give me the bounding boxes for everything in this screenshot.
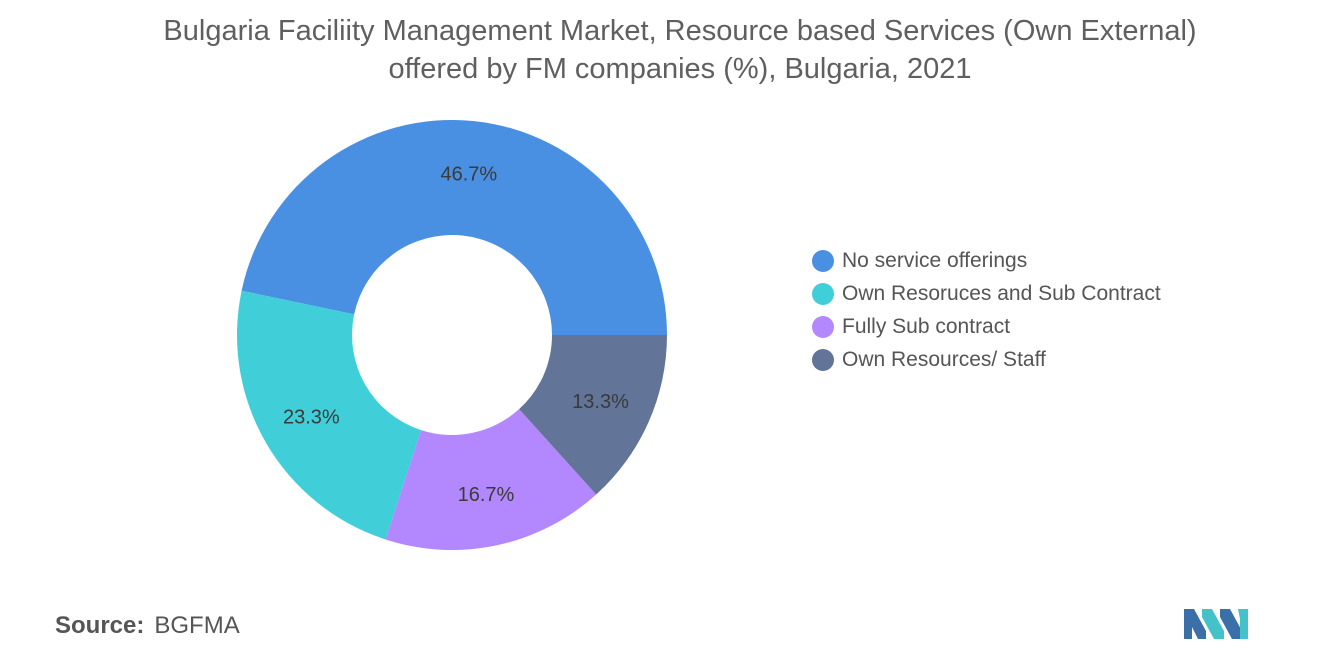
legend-swatch xyxy=(812,348,834,371)
data-label-3: 13.3% xyxy=(572,391,629,413)
legend-item-no-service-offerings: No service offerings xyxy=(812,244,1161,277)
legend-label: Own Resources/ Staff xyxy=(842,347,1046,371)
donut-data-labels: 46.7% 23.3% 16.7% 13.3% xyxy=(283,163,629,506)
legend-swatch xyxy=(812,282,834,305)
chart-legend: No service offerings Own Resoruces and S… xyxy=(812,244,1161,376)
donut-slice-0 xyxy=(241,119,667,335)
source-value: BGFMA xyxy=(154,612,240,639)
legend-item-own-resources-and-sub-contract: Own Resoruces and Sub Contract xyxy=(812,277,1161,310)
legend-swatch xyxy=(812,249,834,272)
legend-label: No service offerings xyxy=(842,248,1028,272)
mordor-intelligence-logo-icon xyxy=(1184,609,1248,639)
data-label-1: 23.3% xyxy=(283,406,340,428)
donut-slices xyxy=(236,119,667,550)
donut-slice-2 xyxy=(385,409,597,550)
data-label-2: 16.7% xyxy=(458,484,515,506)
chart-title: Bulgaria Faciliity Management Market, Re… xyxy=(163,15,1197,85)
legend-item-own-resources-staff: Own Resources/ Staff xyxy=(812,343,1161,376)
legend-item-fully-sub-contract: Fully Sub contract xyxy=(812,310,1161,343)
legend-swatch xyxy=(812,315,834,338)
legend-label: Own Resoruces and Sub Contract xyxy=(842,281,1161,305)
source-label: Source: xyxy=(55,612,145,639)
donut-slice-3 xyxy=(519,335,667,495)
legend-label: Fully Sub contract xyxy=(842,314,1011,338)
data-label-0: 46.7% xyxy=(440,163,497,185)
source-note: Source: BGFMA xyxy=(55,612,240,640)
donut-slice-1 xyxy=(236,290,422,540)
